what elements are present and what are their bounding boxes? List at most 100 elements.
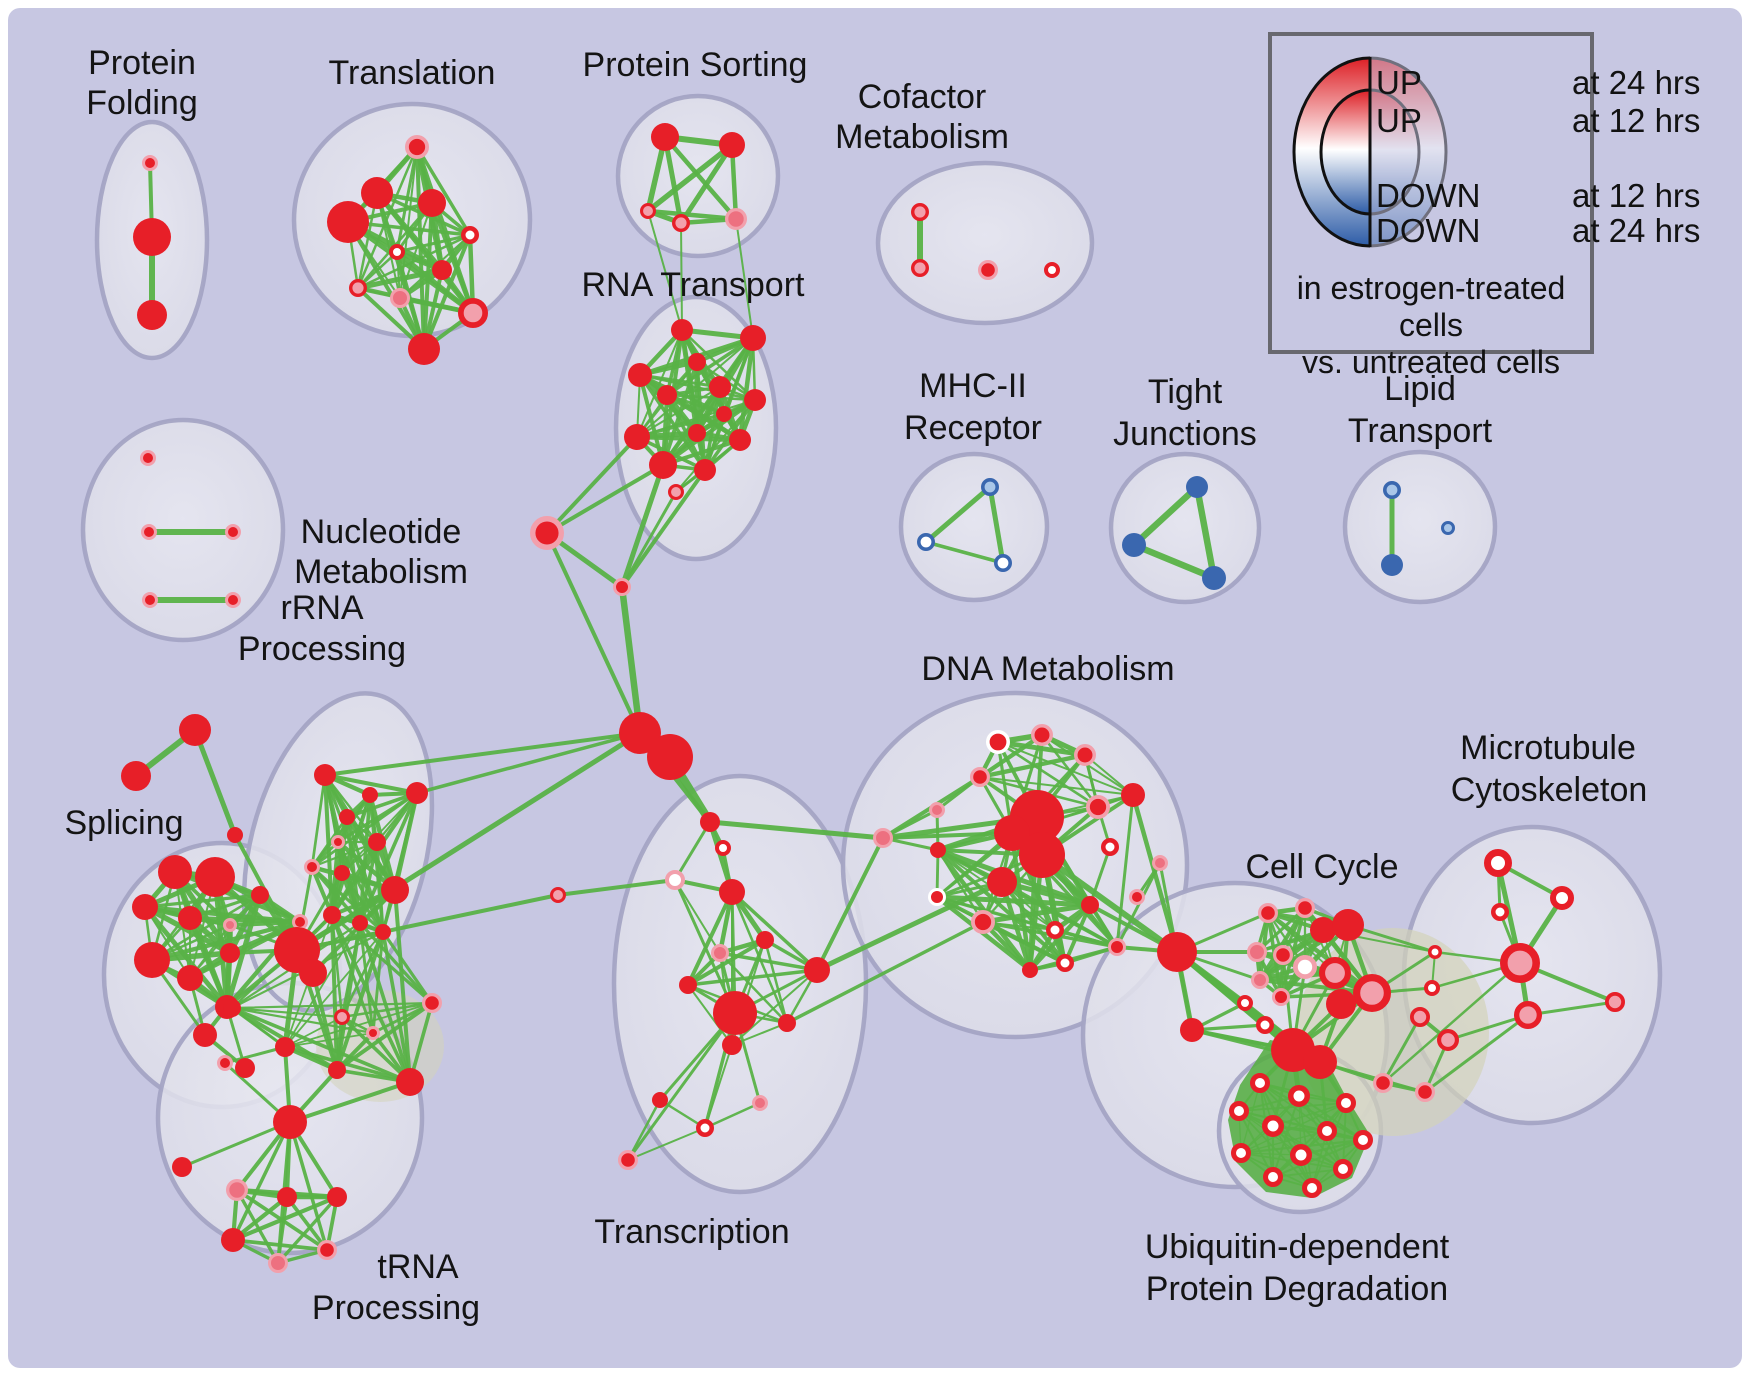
cluster-bubble-cofactor (875, 160, 1095, 326)
network-node (317, 1239, 338, 1260)
network-edge (647, 210, 683, 331)
nodes-layer (121, 123, 1626, 1273)
network-node (1410, 1007, 1431, 1028)
network-node (408, 333, 440, 365)
network-edge (979, 776, 1134, 796)
network-node (1550, 886, 1574, 910)
network-node (225, 524, 241, 540)
cluster-label-nucleotide: Nucleotide (301, 513, 462, 551)
network-node (390, 288, 410, 308)
network-node (729, 429, 751, 451)
network-node (722, 1035, 742, 1055)
network-node (195, 857, 235, 897)
cluster-bubble-tight (1108, 451, 1262, 605)
network-node (1293, 955, 1318, 980)
network-node (142, 592, 158, 608)
network-edge (355, 267, 445, 291)
legend-footer-line-1: in estrogen-treated cells (1296, 270, 1566, 343)
network-edge (674, 879, 721, 954)
network-edge (340, 930, 385, 1019)
network-edge (1272, 1168, 1344, 1178)
network-node (418, 189, 446, 217)
network-node (1414, 1081, 1435, 1102)
network-edge (288, 1120, 329, 1252)
network-edge (999, 879, 1093, 908)
network-node (969, 766, 990, 787)
network-node (652, 1092, 668, 1108)
network-node (1086, 794, 1111, 819)
network-edge (415, 145, 472, 237)
network-edge (627, 1127, 706, 1161)
network-edge (1526, 1000, 1617, 1017)
network-node (142, 155, 158, 171)
network-edge (722, 336, 755, 416)
network-node (177, 965, 203, 991)
network-node (744, 389, 766, 411)
legend-footer-line-2: vs. untreated cells (1302, 344, 1560, 380)
network-node (348, 278, 367, 297)
cluster-label-protein-folding: Protein (88, 44, 196, 82)
network-node (1381, 554, 1403, 576)
legend-word: DOWN (1376, 177, 1481, 214)
network-edge (1311, 1102, 1347, 1189)
network-node (1074, 744, 1097, 767)
network-edge (556, 878, 677, 897)
network-node (1383, 480, 1402, 499)
network-edge (815, 836, 885, 972)
network-edge (881, 808, 939, 840)
network-node (331, 835, 345, 849)
network-node (1326, 989, 1356, 1019)
network-node (640, 203, 657, 220)
network-node (977, 260, 998, 281)
network-edge (678, 142, 735, 226)
network-node (778, 1014, 796, 1032)
network-node (178, 906, 202, 930)
network-node (121, 761, 151, 791)
network-node (1336, 1093, 1356, 1113)
network-edge (737, 335, 756, 443)
network-node (994, 815, 1030, 851)
network-node (225, 1179, 248, 1202)
network-edge (626, 1011, 737, 1162)
network-node (1101, 838, 1119, 856)
network-edge (310, 791, 419, 869)
network-edge (381, 930, 434, 1005)
network-edge (1423, 1013, 1530, 1094)
network-edge (645, 208, 739, 222)
cluster-label-cofactor: Metabolism (835, 118, 1009, 156)
network-node (223, 918, 237, 932)
network-node (179, 714, 211, 746)
network-node (985, 729, 1010, 754)
network-node (333, 1009, 350, 1026)
network-node (709, 376, 731, 398)
network-edge (356, 233, 472, 290)
network-node (352, 915, 368, 931)
network-node (930, 842, 946, 858)
network-node (1229, 1101, 1249, 1121)
network-edge (1381, 961, 1522, 1085)
network-edge (346, 220, 426, 351)
network-edge (230, 1001, 434, 1010)
network-edge (718, 951, 789, 1025)
network-edge (393, 888, 412, 1084)
network-edge (618, 583, 644, 737)
network-node (1180, 1018, 1204, 1042)
cluster-label-trna: Processing (312, 1289, 480, 1327)
network-edge (673, 878, 737, 1015)
network-edge (284, 931, 384, 1048)
network-node (273, 1105, 307, 1139)
network-node (221, 1228, 245, 1252)
network-edge (415, 731, 642, 795)
network-node (227, 827, 243, 843)
network-edge (730, 890, 819, 972)
network-node (1202, 566, 1226, 590)
network-node (396, 1068, 424, 1096)
network-edge (1255, 906, 1307, 954)
network-edge (276, 1195, 339, 1265)
cluster-label-nucleotide: Metabolism (294, 553, 468, 591)
network-edge (283, 1045, 412, 1084)
network-node (1022, 962, 1038, 978)
network-node (1436, 1028, 1459, 1051)
network-node (1250, 1073, 1270, 1093)
